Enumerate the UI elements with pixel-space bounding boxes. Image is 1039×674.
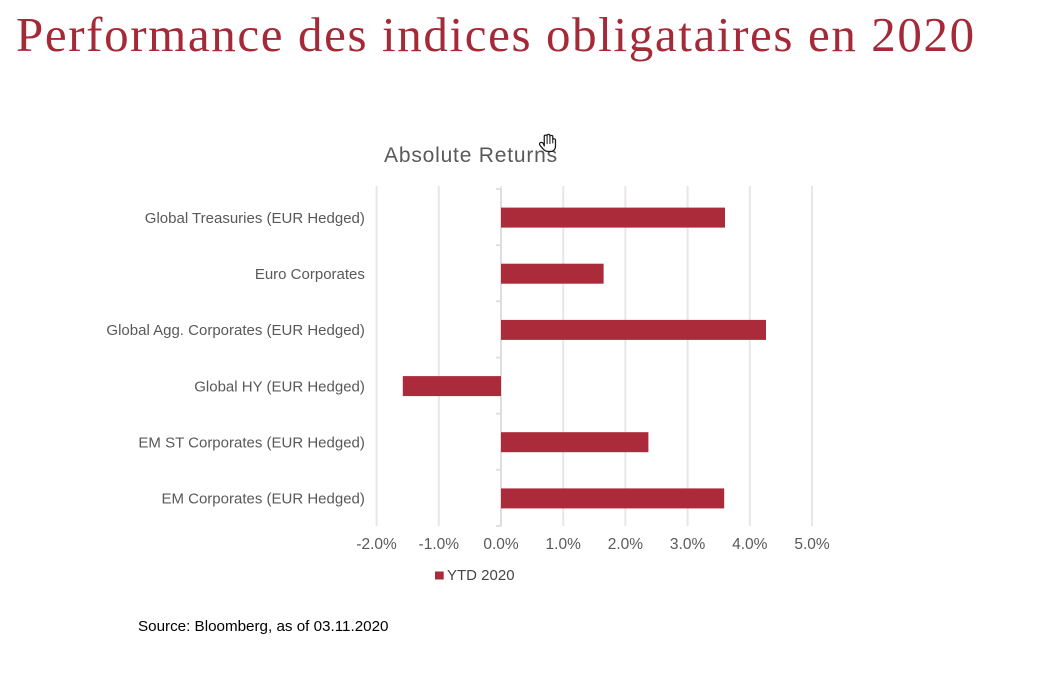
svg-text:-1.0%: -1.0%: [419, 536, 460, 553]
svg-text:1.0%: 1.0%: [546, 536, 582, 553]
svg-text:EM ST Corporates (EUR Hedged): EM ST Corporates (EUR Hedged): [138, 435, 364, 452]
svg-text:4.0%: 4.0%: [732, 536, 768, 553]
svg-text:2.0%: 2.0%: [608, 536, 644, 553]
svg-text:0.0%: 0.0%: [483, 536, 519, 553]
svg-text:3.0%: 3.0%: [670, 536, 706, 553]
svg-text:EM Corporates (EUR Hedged): EM Corporates (EUR Hedged): [161, 491, 364, 508]
svg-text:YTD 2020: YTD 2020: [447, 567, 515, 584]
svg-text:-2.0%: -2.0%: [356, 536, 397, 553]
svg-text:Global Treasuries (EUR Hedged): Global Treasuries (EUR Hedged): [145, 210, 365, 227]
svg-text:Euro Corporates: Euro Corporates: [255, 266, 365, 283]
svg-text:Global HY (EUR Hedged): Global HY (EUR Hedged): [194, 378, 365, 395]
svg-text:Global Agg. Corporates (EUR He: Global Agg. Corporates (EUR Hedged): [106, 322, 364, 339]
svg-text:Source: Bloomberg, as of 03.11: Source: Bloomberg, as of 03.11.2020: [138, 618, 388, 635]
svg-text:Absolute Returns: Absolute Returns: [384, 144, 558, 167]
svg-text:5.0%: 5.0%: [794, 536, 830, 553]
